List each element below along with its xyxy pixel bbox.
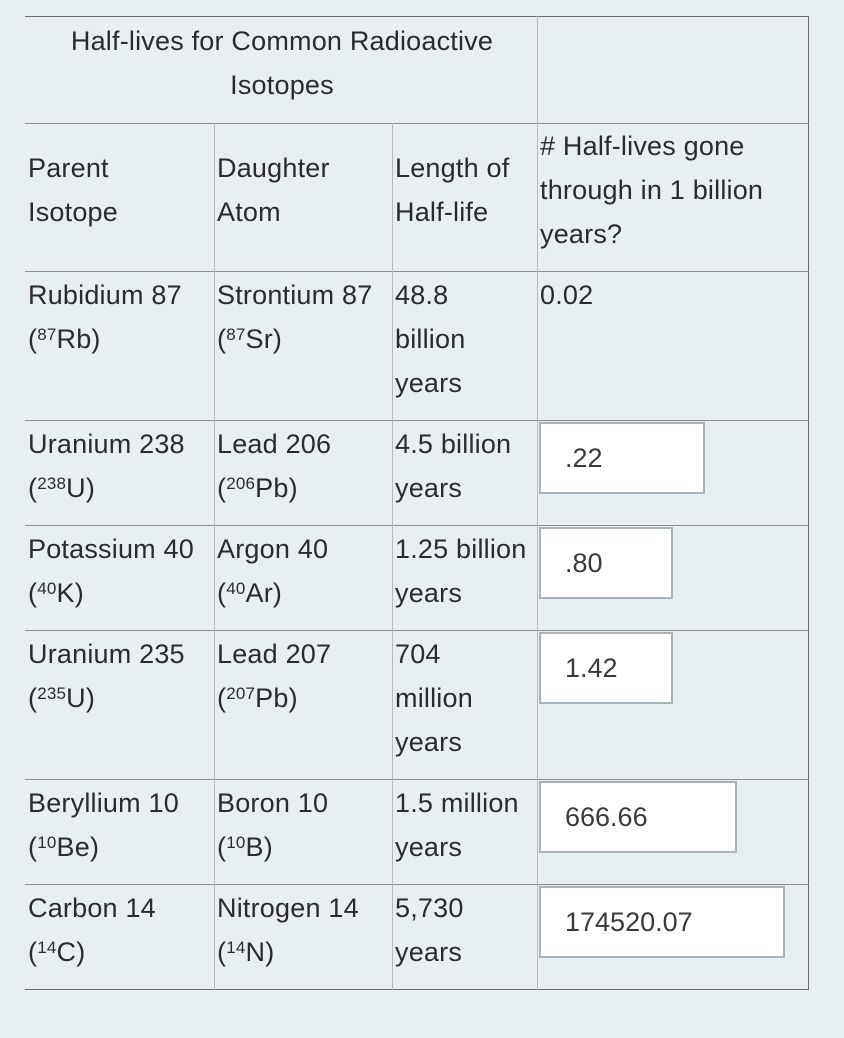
parent-name: Potassium 40 [28, 534, 194, 564]
parent-name: Rubidium 87 [28, 280, 182, 310]
row-divider [25, 525, 809, 526]
daughter-symbol: (40Ar) [217, 578, 283, 608]
parent-name: Uranium 238 [28, 429, 185, 459]
column-divider [392, 123, 393, 990]
daughter-symbol: (10B) [217, 832, 273, 862]
daughter-name: Lead 207 [217, 639, 332, 669]
answer-input[interactable]: 174520.07 [539, 886, 785, 958]
answer-input[interactable]: 1.42 [539, 632, 673, 704]
header-length-line1: Length of [395, 153, 510, 183]
parent-symbol: (10Be) [28, 832, 100, 862]
header-parent-line1: Parent [28, 153, 109, 183]
answer-input[interactable]: .22 [539, 422, 705, 494]
daughter-name: Lead 206 [217, 429, 332, 459]
parent-symbol: (87Rb) [28, 324, 101, 354]
header-daughter-line2: Atom [217, 197, 281, 227]
header-halflives-line1: # Half-lives gone [540, 131, 745, 161]
half-life-line2: billion [395, 324, 466, 354]
answer-value: 0.02 [540, 280, 594, 310]
half-life-line2: years [395, 473, 463, 503]
parent-name: Carbon 14 [28, 893, 156, 923]
row-divider [25, 630, 809, 631]
half-life-line1: 704 [395, 639, 441, 669]
daughter-name: Argon 40 [217, 534, 329, 564]
row-divider [25, 123, 809, 124]
parent-symbol: (14C) [28, 937, 86, 967]
half-life-line1: 1.5 million [395, 788, 519, 818]
column-divider [214, 123, 215, 990]
half-life-line3: years [395, 727, 463, 757]
row-divider [25, 420, 809, 421]
row-divider [25, 779, 809, 780]
answer-input[interactable]: 666.66 [539, 781, 737, 853]
daughter-symbol: (87Sr) [217, 324, 283, 354]
daughter-symbol: (207Pb) [217, 683, 298, 713]
parent-name: Uranium 235 [28, 639, 185, 669]
header-halflives-line3: years? [540, 219, 623, 249]
header-length-line2: Half-life [395, 197, 489, 227]
parent-symbol: (40K) [28, 578, 84, 608]
half-life-table [25, 16, 809, 990]
half-life-line2: years [395, 578, 463, 608]
half-life-line1: 48.8 [395, 280, 449, 310]
half-life-line2: million [395, 683, 473, 713]
daughter-symbol: (206Pb) [217, 473, 298, 503]
half-life-line3: years [395, 368, 463, 398]
half-life-line2: years [395, 832, 463, 862]
row-divider [25, 271, 809, 272]
answer-input[interactable]: .80 [539, 527, 673, 599]
daughter-name: Strontium 87 [217, 280, 373, 310]
parent-name: Beryllium 10 [28, 788, 179, 818]
daughter-symbol: (14N) [217, 937, 275, 967]
column-divider [537, 16, 538, 990]
header-parent-line2: Isotope [28, 197, 118, 227]
half-life-line1: 1.25 billion [395, 534, 527, 564]
daughter-name: Boron 10 [217, 788, 329, 818]
table-title: Half-lives for Common Radioactive Isotop… [70, 26, 494, 100]
row-divider [25, 884, 809, 885]
half-life-line1: 5,730 [395, 893, 464, 923]
parent-symbol: (238U) [28, 473, 96, 503]
header-halflives-line2: through in 1 billion [540, 175, 764, 205]
header-daughter-line1: Daughter [217, 153, 330, 183]
parent-symbol: (235U) [28, 683, 96, 713]
half-life-line1: 4.5 billion [395, 429, 512, 459]
daughter-name: Nitrogen 14 [217, 893, 359, 923]
half-life-line2: years [395, 937, 463, 967]
